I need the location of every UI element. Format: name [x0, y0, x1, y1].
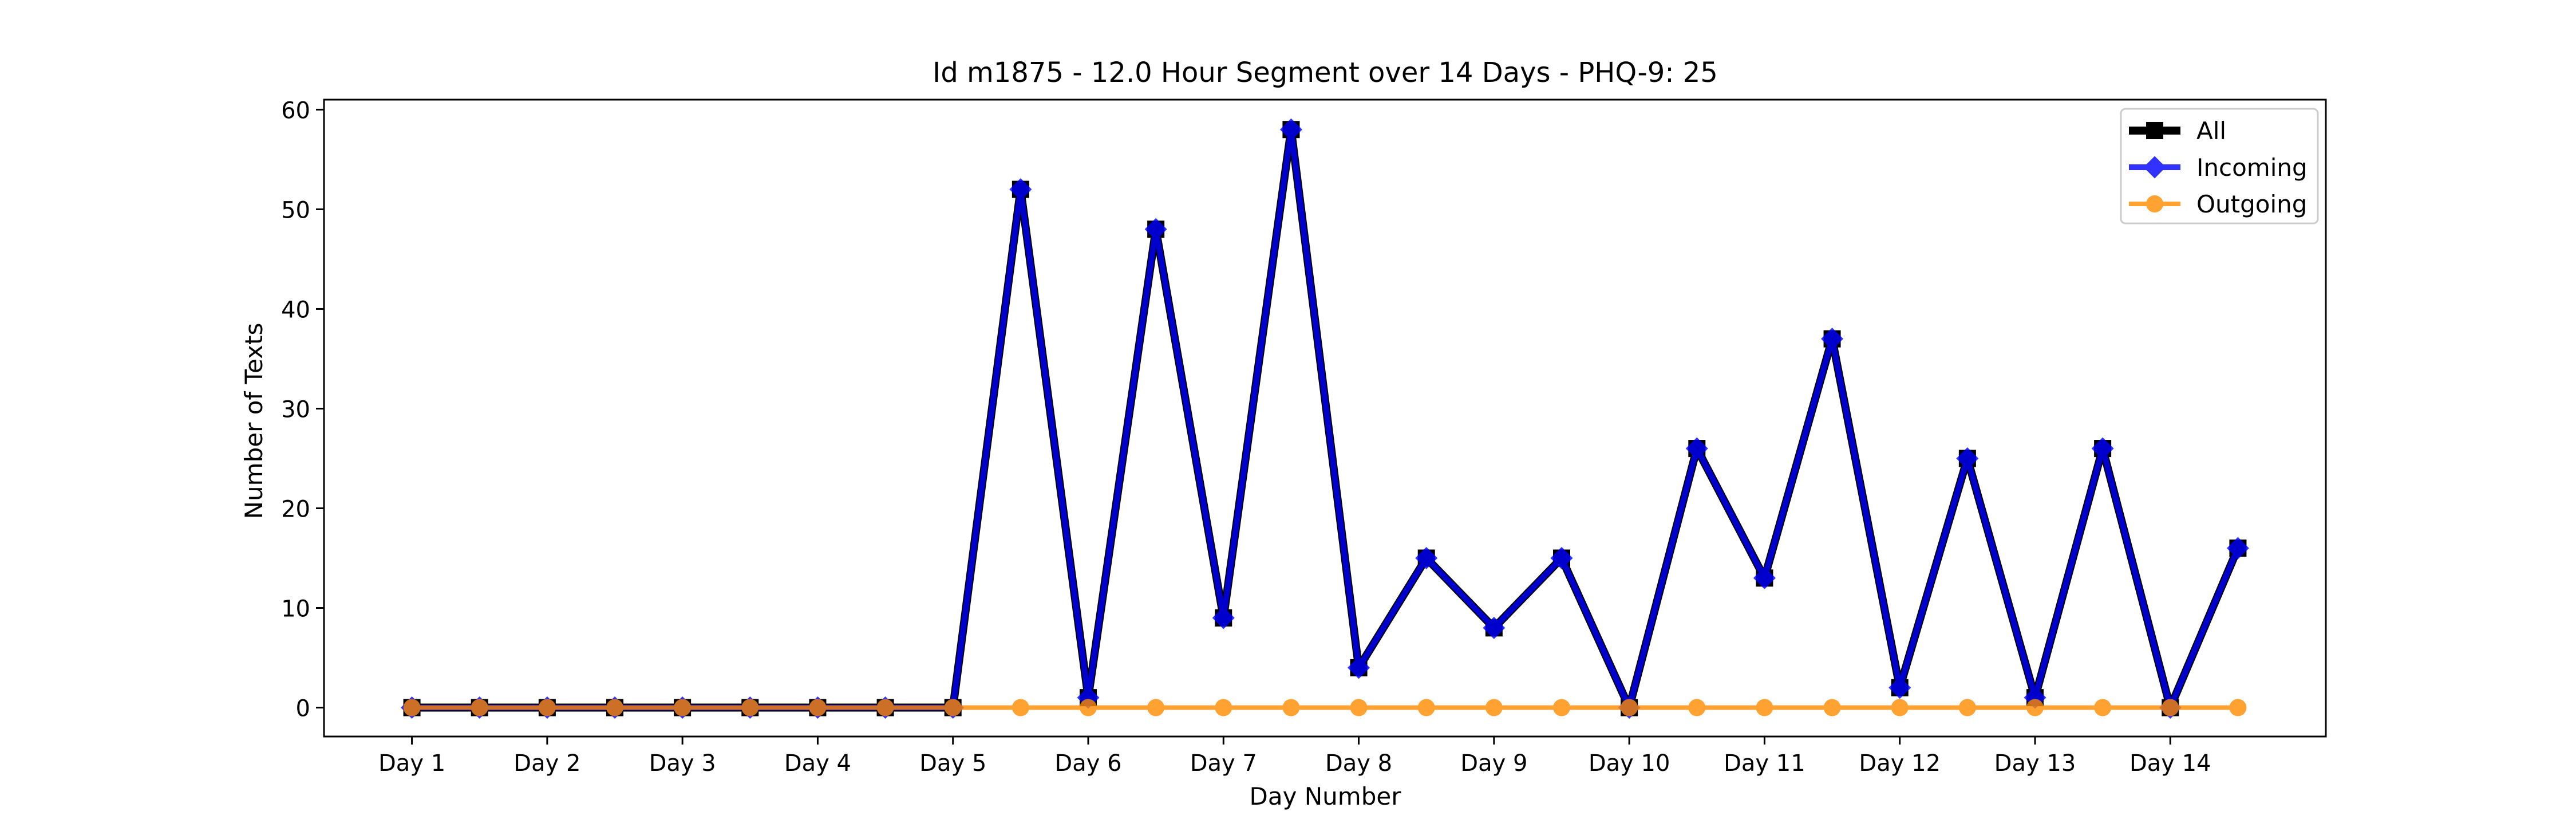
data-point-outgoing	[1215, 699, 1232, 716]
data-point-outgoing	[1621, 699, 1638, 716]
data-point-incoming	[1956, 447, 1979, 470]
x-tick-label: Day 12	[1859, 750, 1941, 777]
legend-item-incoming: Incoming	[2129, 153, 2308, 182]
x-tick-label: Day 4	[784, 750, 851, 777]
data-point-outgoing	[2094, 699, 2112, 716]
legend: All Incoming Outgoing	[2120, 108, 2319, 225]
data-point-outgoing	[403, 699, 421, 716]
series-outgoing	[403, 699, 2247, 716]
y-tick-label: 60	[281, 97, 310, 124]
data-point-outgoing	[471, 699, 488, 716]
axis-ticks: 0 10 20 30 40 50 60 Day 1 Day 2 Day 3 Day 4 Day 5 Da…	[281, 97, 2211, 777]
legend-swatch-outgoing	[2129, 195, 2180, 212]
y-tick-label: 20	[281, 496, 310, 522]
data-point-outgoing	[876, 699, 894, 716]
data-point-incoming	[1888, 676, 1911, 699]
data-point-outgoing	[1012, 699, 1029, 716]
data-point-outgoing	[1147, 699, 1165, 716]
legend-item-all: All	[2129, 117, 2226, 145]
legend-label-incoming: Incoming	[2196, 153, 2308, 182]
data-point-incoming	[1415, 547, 1438, 570]
legend-item-outgoing: Outgoing	[2129, 190, 2307, 218]
y-tick-label: 30	[281, 396, 310, 423]
data-point-outgoing	[1688, 699, 1706, 716]
data-point-outgoing	[1417, 699, 1435, 716]
data-point-outgoing	[1891, 699, 1909, 716]
data-point-outgoing	[674, 699, 692, 716]
data-point-incoming	[2091, 437, 2114, 460]
x-axis-label: Day Number	[1249, 782, 1401, 810]
x-tick-label: Day 1	[378, 750, 445, 777]
data-point-outgoing	[606, 699, 624, 716]
data-point-outgoing	[741, 699, 759, 716]
y-tick-label: 0	[296, 696, 310, 722]
data-point-incoming	[1212, 607, 1235, 629]
data-point-incoming	[1753, 566, 1776, 589]
data-point-outgoing	[2026, 699, 2044, 716]
legend-box	[2120, 108, 2319, 225]
data-point-incoming	[1821, 328, 1844, 351]
x-tick-label: Day 13	[1994, 750, 2076, 777]
data-point-outgoing	[2229, 699, 2247, 716]
data-point-incoming	[1144, 218, 1167, 241]
legend-marker-all	[2146, 122, 2163, 139]
data-point-incoming	[1685, 437, 1708, 460]
data-point-outgoing	[1958, 699, 1976, 716]
data-point-incoming	[1483, 616, 1506, 639]
x-tick-label: Day 2	[513, 750, 580, 777]
data-point-incoming	[1550, 547, 1573, 570]
plot-area	[401, 118, 2249, 719]
data-point-outgoing	[1485, 699, 1503, 716]
data-point-outgoing	[1552, 699, 1570, 716]
legend-swatch-all	[2129, 122, 2180, 139]
x-tick-label: Day 5	[919, 750, 986, 777]
x-tick-label: Day 11	[1724, 750, 1805, 777]
data-point-outgoing	[1823, 699, 1841, 716]
x-tick-label: Day 9	[1460, 750, 1527, 777]
y-tick-label: 10	[281, 596, 310, 623]
data-point-incoming	[1348, 656, 1370, 679]
axes-frame	[323, 99, 2327, 738]
x-tick-label: Day 8	[1325, 750, 1392, 777]
x-tick-label: Day 14	[2129, 750, 2211, 777]
data-point-incoming	[2226, 537, 2249, 560]
x-tick-label: Day 6	[1054, 750, 1121, 777]
data-point-incoming	[1279, 118, 1302, 141]
legend-swatch-incoming	[2129, 156, 2180, 179]
chart-title: Id m1875 - 12.0 Hour Segment over 14 Day…	[933, 57, 1718, 89]
y-axis-label: Number of Texts	[240, 323, 268, 519]
data-point-outgoing	[1756, 699, 1773, 716]
data-point-outgoing	[944, 699, 962, 716]
data-point-outgoing	[1350, 699, 1368, 716]
data-point-outgoing	[2162, 699, 2179, 716]
y-tick-label: 40	[281, 297, 310, 323]
y-tick-label: 50	[281, 197, 310, 223]
data-point-outgoing	[1282, 699, 1300, 716]
legend-marker-incoming	[2143, 156, 2166, 179]
data-point-incoming	[1009, 178, 1032, 201]
x-tick-label: Day 10	[1589, 750, 1670, 777]
x-tick-label: Day 7	[1190, 750, 1257, 777]
data-point-outgoing	[538, 699, 556, 716]
legend-label-outgoing: Outgoing	[2196, 190, 2307, 218]
data-point-outgoing	[809, 699, 827, 716]
x-tick-label: Day 3	[649, 750, 716, 777]
legend-label-all: All	[2196, 117, 2226, 145]
data-point-outgoing	[1080, 699, 1097, 716]
legend-marker-outgoing	[2146, 195, 2163, 212]
